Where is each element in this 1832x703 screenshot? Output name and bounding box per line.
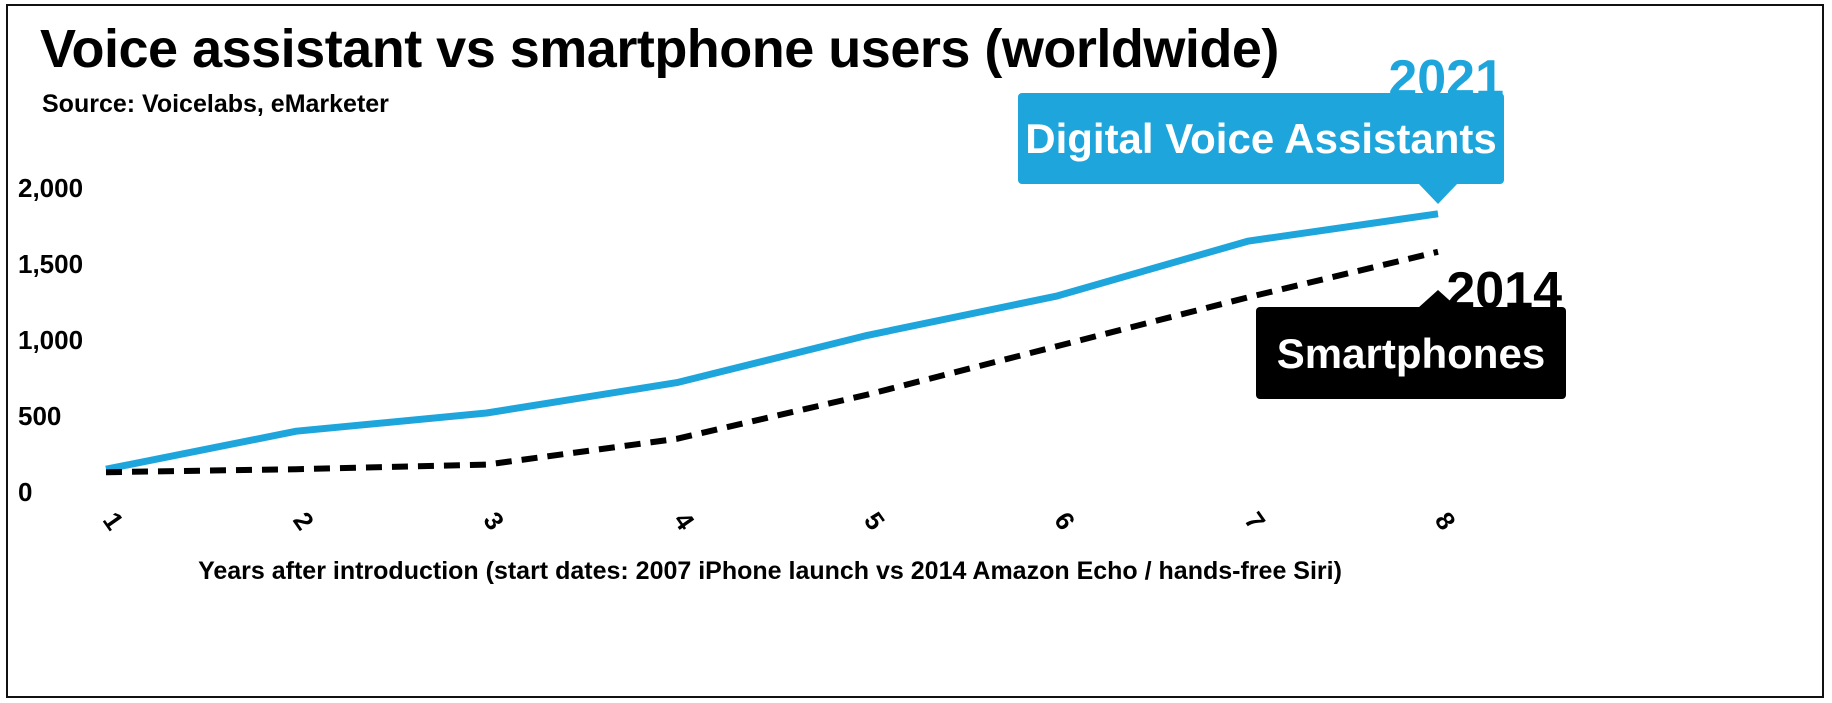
y-tick-label: 2,000 [18, 173, 83, 203]
series-lines [105, 210, 1439, 476]
x-tick-label: 7 [1239, 506, 1272, 535]
x-tick-label: 2 [287, 506, 320, 535]
voice-tag-pointer [1418, 183, 1458, 204]
x-axis-label: Years after introduction (start dates: 2… [198, 557, 1342, 585]
smartphones-tag-box [1256, 307, 1566, 399]
voice-tag-box [1018, 93, 1504, 184]
chart-title: Voice assistant vs smartphone users (wor… [40, 19, 1279, 79]
series-points [105, 213, 1439, 473]
y-tick-label: 1,000 [18, 325, 83, 355]
x-tick-label: 3 [478, 506, 511, 535]
y-axis-ticks: 0 500 1,000 1,500 2,000 [18, 173, 83, 507]
voice-assistants-line [105, 210, 1439, 473]
x-tick-label: 8 [1429, 506, 1462, 535]
x-tick-label: 6 [1048, 506, 1081, 535]
x-axis-ticks: 1 2 3 4 5 6 7 8 [97, 506, 1462, 535]
chart-frame [6, 4, 1824, 698]
smartphones-series-label: Smartphones [1277, 330, 1545, 377]
smartphones-line [105, 248, 1439, 476]
x-tick-label: 1 [97, 506, 130, 535]
x-tick-label: 5 [858, 506, 891, 535]
voice-callout: 2021 Digital Voice Assistants [1018, 50, 1504, 204]
chart-subtitle: Source: Voicelabs, eMarketer [42, 90, 389, 118]
smartphones-tag-pointer [1418, 290, 1458, 308]
voice-series-label: Digital Voice Assistants [1025, 115, 1496, 162]
y-tick-label: 1,500 [18, 249, 83, 279]
smartphones-callout: 2014 Smartphones [1256, 262, 1566, 399]
y-tick-label: 0 [18, 477, 32, 507]
y-tick-label: 500 [18, 401, 61, 431]
x-tick-label: 4 [668, 506, 701, 535]
